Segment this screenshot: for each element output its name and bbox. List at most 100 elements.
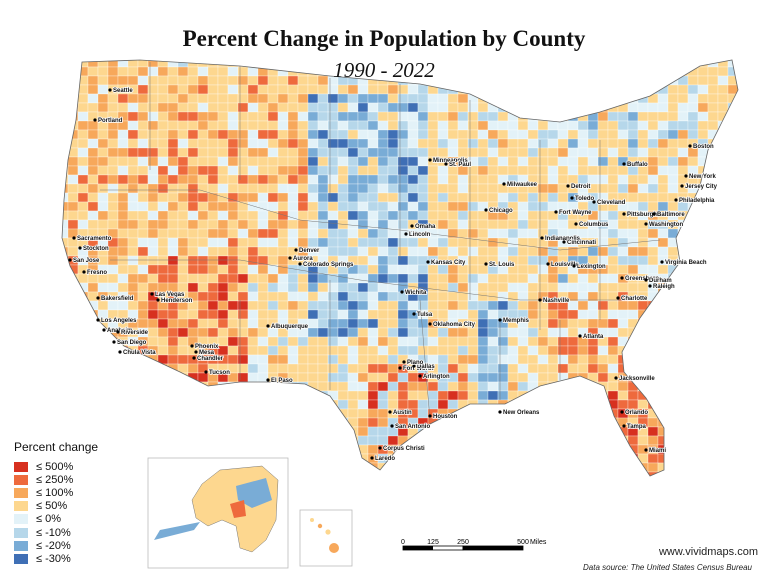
county-cell: [667, 354, 679, 365]
county-cell: [147, 363, 159, 374]
county-cell: [107, 390, 119, 401]
county-cell: [487, 228, 499, 239]
county-cell: [547, 435, 559, 446]
county-cell: [597, 228, 609, 239]
county-cell: [627, 327, 639, 338]
county-cell: [237, 399, 249, 410]
county-cell: [477, 237, 489, 248]
county-cell: [227, 246, 239, 257]
county-cell: [447, 345, 459, 356]
county-cell: [477, 138, 489, 149]
county-cell: [687, 453, 699, 464]
county-cell: [297, 237, 309, 248]
county-cell: [617, 327, 629, 338]
county-cell: [577, 147, 589, 158]
county-cell: [427, 453, 439, 464]
county-cell: [77, 165, 89, 176]
county-cell: [347, 417, 359, 428]
city-label: San Antonio: [395, 424, 430, 430]
county-cell: [557, 309, 569, 320]
county-cell: [597, 120, 609, 131]
county-cell: [717, 192, 729, 203]
county-cell: [577, 408, 589, 419]
county-cell: [157, 408, 169, 419]
county-cell: [507, 381, 519, 392]
county-cell: [647, 165, 659, 176]
county-cell: [297, 336, 309, 347]
county-cell: [467, 183, 479, 194]
county-cell: [247, 282, 259, 293]
county-cell: [397, 174, 409, 185]
county-cell: [487, 84, 499, 95]
county-cell: [317, 102, 329, 113]
county-cell: [687, 210, 699, 221]
county-cell: [167, 147, 179, 158]
county-cell: [377, 255, 389, 266]
county-cell: [277, 390, 289, 401]
county-cell: [737, 336, 738, 347]
county-cell: [297, 345, 309, 356]
county-cell: [97, 219, 109, 230]
county-cell: [527, 120, 539, 131]
county-cell: [62, 102, 69, 113]
county-cell: [677, 309, 689, 320]
county-cell: [537, 102, 549, 113]
county-cell: [217, 84, 229, 95]
county-cell: [667, 381, 679, 392]
county-cell: [267, 417, 279, 428]
county-cell: [707, 408, 719, 419]
county-cell: [397, 201, 409, 212]
county-cell: [687, 372, 699, 383]
county-cell: [247, 255, 259, 266]
county-cell: [67, 363, 79, 374]
county-cell: [587, 147, 599, 158]
county-cell: [557, 192, 569, 203]
county-cell: [517, 147, 529, 158]
county-cell: [287, 471, 299, 476]
county-cell: [287, 138, 299, 149]
county-cell: [517, 273, 529, 284]
county-cell: [497, 282, 509, 293]
county-cell: [677, 336, 689, 347]
city-dot: [674, 198, 678, 202]
county-cell: [717, 264, 729, 275]
county-cell: [587, 228, 599, 239]
county-cell: [227, 165, 239, 176]
county-cell: [557, 354, 569, 365]
county-cell: [62, 390, 69, 401]
county-cell: [527, 444, 539, 455]
county-cell: [77, 336, 89, 347]
county-cell: [267, 363, 279, 374]
county-cell: [277, 84, 289, 95]
county-cell: [357, 138, 369, 149]
county-cell: [257, 147, 269, 158]
hawaii-inset-frame: [299, 509, 353, 567]
county-cell: [127, 174, 139, 185]
county-cell: [697, 363, 709, 374]
county-cell: [357, 399, 369, 410]
county-cell: [667, 84, 679, 95]
county-cell: [157, 264, 169, 275]
county-cell: [567, 300, 579, 311]
county-cell: [437, 390, 449, 401]
county-cell: [237, 327, 249, 338]
county-cell: [207, 201, 219, 212]
county-cell: [97, 93, 109, 104]
county-cell: [457, 408, 469, 419]
county-cell: [257, 93, 269, 104]
county-cell: [677, 120, 689, 131]
county-cell: [637, 129, 649, 140]
county-cell: [467, 210, 479, 221]
county-cell: [567, 102, 579, 113]
county-cell: [607, 174, 619, 185]
county-cell: [527, 102, 539, 113]
county-cell: [527, 138, 539, 149]
county-cell: [497, 291, 509, 302]
county-cell: [677, 273, 689, 284]
county-cell: [427, 435, 439, 446]
county-cell: [647, 345, 659, 356]
city-label: Arlington: [423, 374, 450, 380]
county-cell: [557, 426, 569, 437]
county-cell: [87, 93, 99, 104]
county-cell: [607, 435, 619, 446]
